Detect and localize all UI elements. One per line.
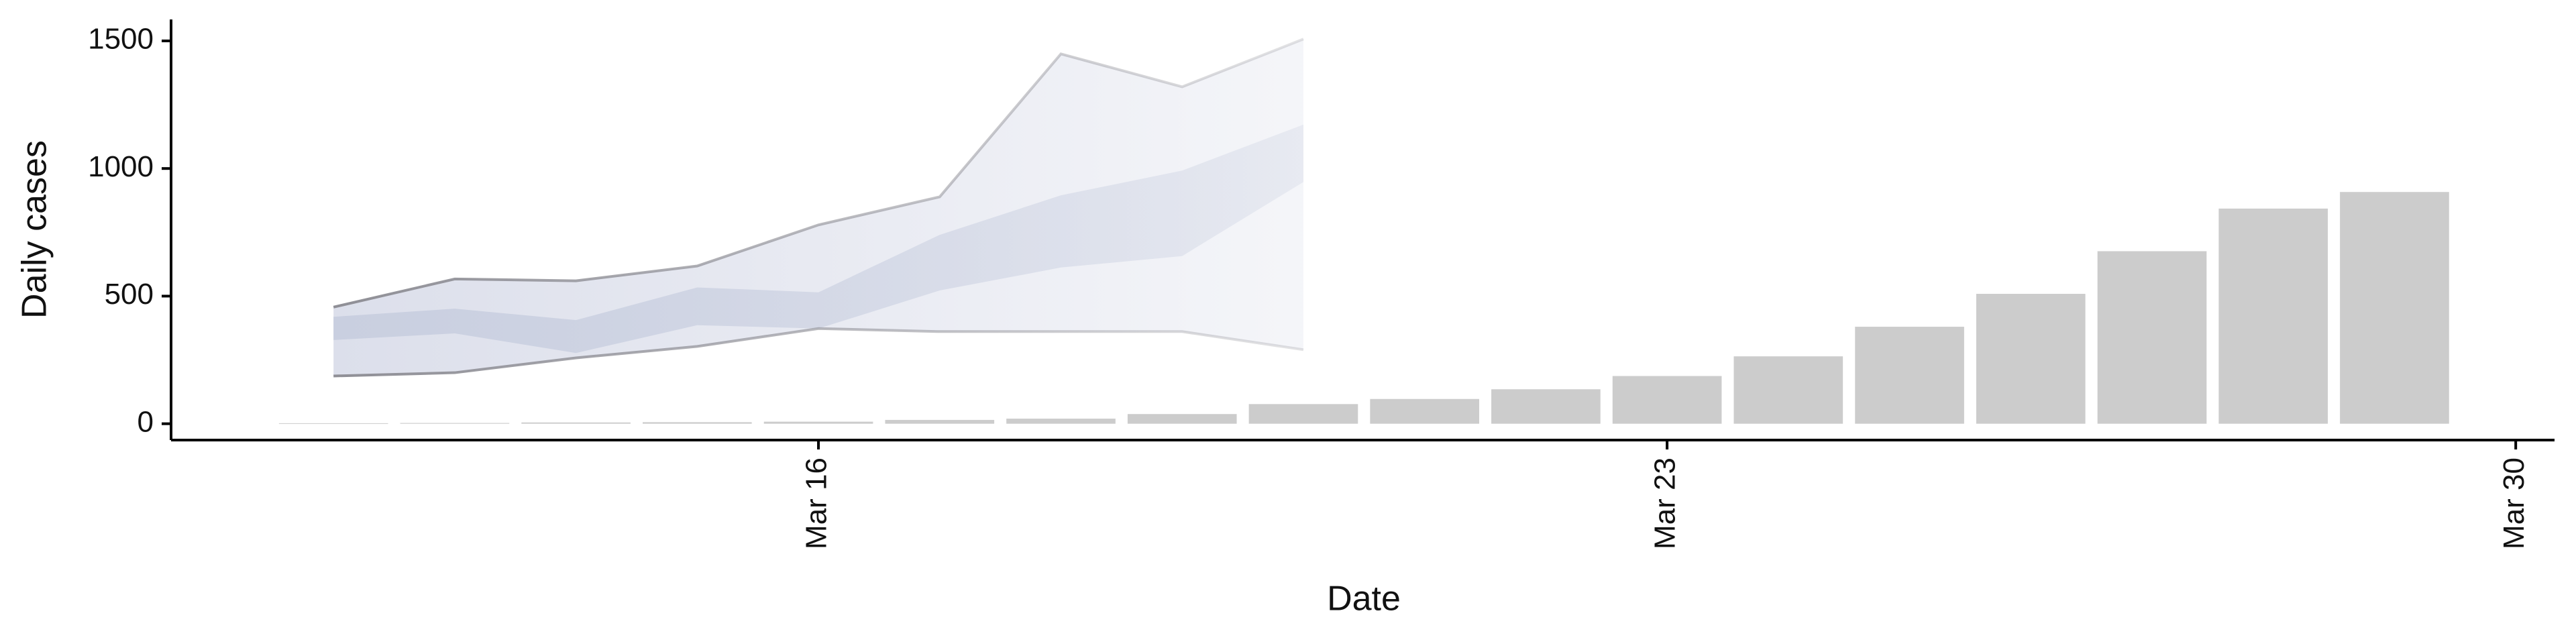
bar (2097, 251, 2207, 424)
bar (1733, 356, 1843, 424)
bar (885, 419, 995, 424)
bar (643, 422, 752, 424)
bar (400, 423, 510, 424)
outer-band (333, 39, 1303, 376)
y-tick-label: 1500 (88, 23, 154, 56)
y-tick-label: 1000 (88, 150, 154, 183)
y-tick-label: 0 (138, 405, 154, 438)
y-tick-label: 500 (105, 278, 154, 311)
bar (1612, 376, 1722, 424)
x-tick-label: Mar 23 (1649, 458, 1682, 549)
bar (521, 422, 631, 424)
bar (1855, 327, 1964, 424)
bar (1006, 419, 1116, 424)
bar (1248, 404, 1358, 424)
bar (278, 423, 388, 424)
y-axis-title: Daily cases (15, 140, 54, 319)
bar (1370, 398, 1479, 424)
band-edge-line (333, 327, 1304, 378)
bar (2218, 208, 2328, 424)
bar (1127, 414, 1237, 424)
bar (763, 421, 873, 424)
bar (1976, 293, 2086, 424)
band-edge-line (333, 38, 1304, 309)
inner-band (333, 124, 1303, 354)
bar (2340, 192, 2449, 424)
x-tick-label: Mar 30 (2498, 458, 2530, 549)
x-tick-label: Mar 16 (800, 458, 833, 549)
x-axis-title: Date (1327, 580, 1401, 619)
bar (1491, 389, 1601, 424)
